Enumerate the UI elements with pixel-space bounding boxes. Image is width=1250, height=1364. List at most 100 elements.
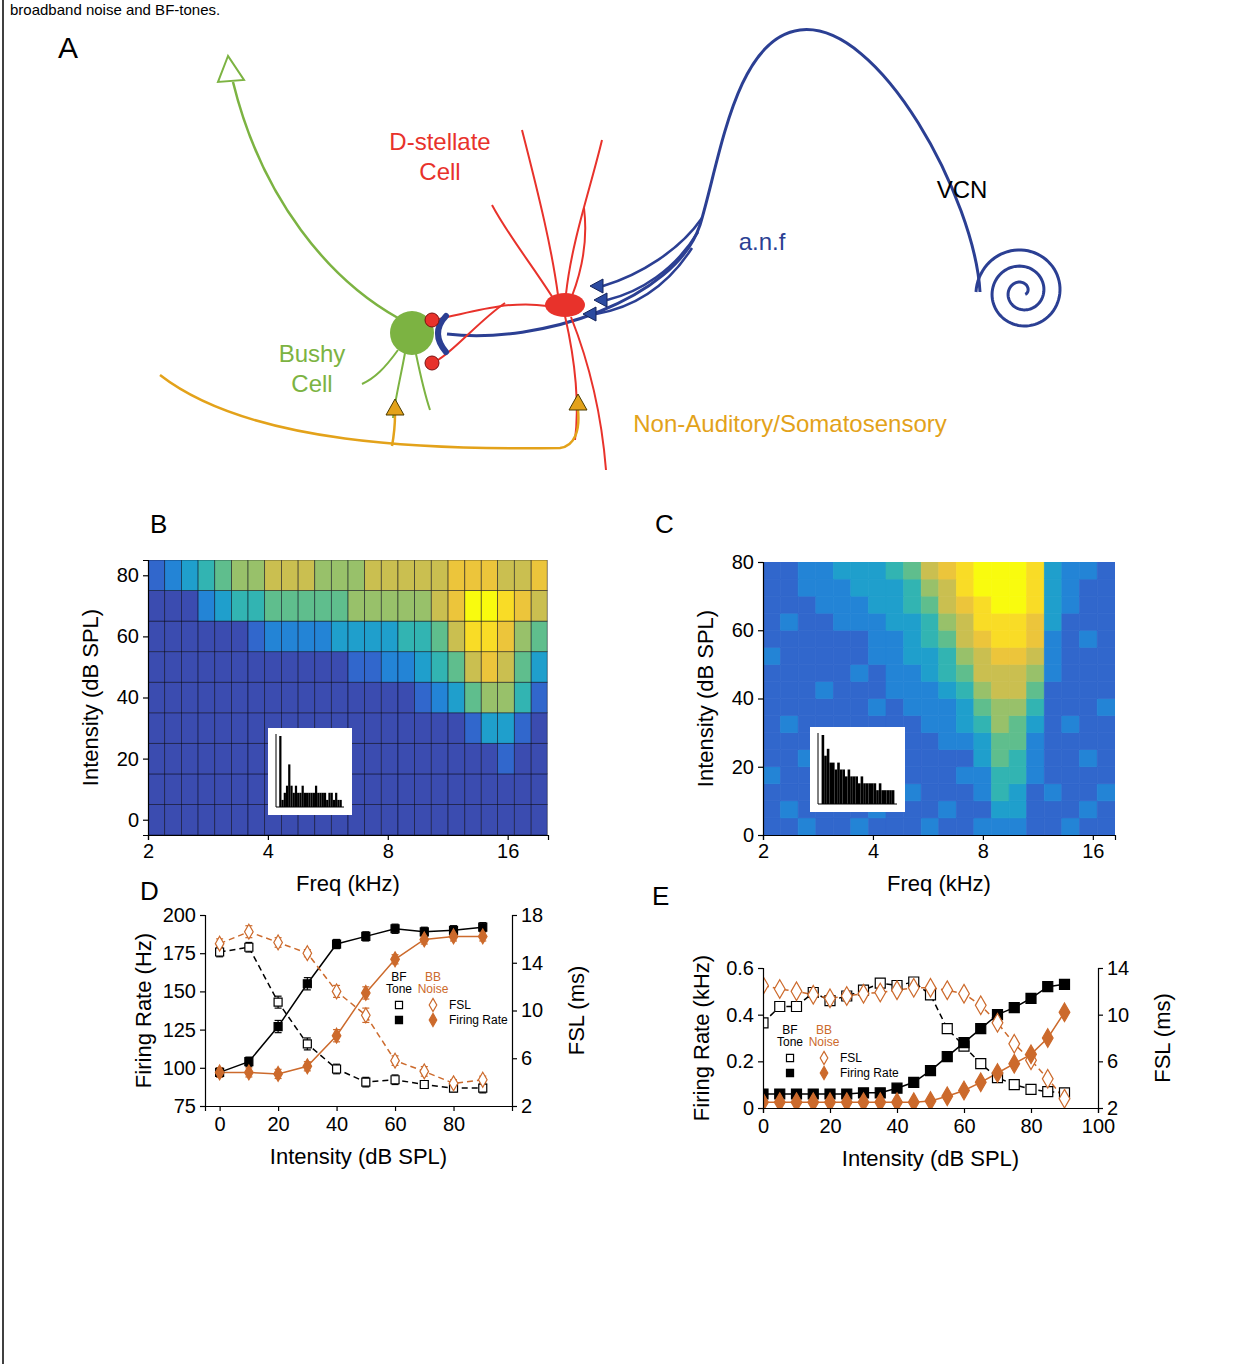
cell <box>398 743 415 774</box>
psth-bar <box>299 793 301 807</box>
y2-axis-title: FSL (ms) <box>564 966 589 1056</box>
cell <box>921 562 939 579</box>
marker <box>959 984 970 1003</box>
tick-label: 18 <box>521 904 543 926</box>
cell <box>798 647 816 664</box>
marker <box>362 932 370 940</box>
cell <box>1044 801 1062 818</box>
legend-header: BFTone <box>777 1023 803 1049</box>
psth-bar <box>879 783 882 804</box>
cell <box>215 804 232 835</box>
marker <box>449 1076 458 1091</box>
cell <box>181 713 198 744</box>
error-bar-cap <box>304 1037 311 1038</box>
marker <box>1009 1035 1020 1054</box>
legend-symbol <box>395 1001 402 1008</box>
cell <box>215 621 232 652</box>
cell <box>939 613 957 630</box>
psth-bar <box>855 776 858 804</box>
psth-bar <box>293 793 295 807</box>
tick-label: 0.4 <box>726 1004 754 1026</box>
cell <box>415 591 432 622</box>
cell <box>1044 664 1062 681</box>
cell <box>1079 801 1097 818</box>
tick-label: 40 <box>886 1115 908 1137</box>
tick-mark <box>336 1106 337 1111</box>
cell <box>415 621 432 652</box>
cell <box>939 699 957 716</box>
series-line <box>220 927 483 1072</box>
marker <box>274 1066 283 1081</box>
error-bar-cap <box>275 1032 282 1033</box>
error-bar <box>304 978 311 990</box>
cell <box>348 682 365 713</box>
cell <box>331 591 348 622</box>
cell <box>780 818 798 835</box>
marker <box>391 1053 400 1068</box>
cell <box>886 579 904 596</box>
cell <box>1009 767 1027 784</box>
marker <box>274 998 282 1006</box>
cell <box>868 699 886 716</box>
cell <box>331 621 348 652</box>
tick: 4 <box>263 835 274 862</box>
cell <box>265 591 282 622</box>
tick-label: 14 <box>1107 957 1129 979</box>
tick-label: 4 <box>868 840 879 862</box>
cell <box>365 743 382 774</box>
cell <box>265 621 282 652</box>
tick: 40 <box>732 687 763 709</box>
tick-mark <box>278 1106 279 1111</box>
cell <box>974 801 992 818</box>
cell <box>956 733 974 750</box>
psth-inset <box>810 727 905 812</box>
cell <box>1079 579 1097 596</box>
cell <box>181 560 198 591</box>
cell <box>514 591 531 622</box>
tick-label: 40 <box>326 1113 348 1135</box>
tick: 100 <box>163 1057 205 1079</box>
cell <box>1062 716 1080 733</box>
cell <box>956 699 974 716</box>
cell <box>531 621 547 652</box>
cell <box>1097 562 1115 579</box>
tick-label: 14 <box>521 952 543 974</box>
cell <box>780 801 798 818</box>
cell <box>939 562 957 579</box>
marker <box>420 1081 428 1089</box>
cell <box>1009 664 1027 681</box>
axis: 020406080100 <box>758 1108 1115 1137</box>
cell <box>148 652 164 683</box>
cell <box>904 664 922 681</box>
cell <box>1009 716 1027 733</box>
cell <box>833 681 851 698</box>
cell <box>956 716 974 733</box>
cell <box>514 713 531 744</box>
cell <box>1009 750 1027 767</box>
axis: 00.20.40.6 <box>726 957 763 1119</box>
cell <box>1062 647 1080 664</box>
cell <box>798 818 816 835</box>
legend-header: BBNoise <box>809 1023 840 1049</box>
tick-label: 16 <box>1082 840 1104 862</box>
tick: 75 <box>174 1095 205 1117</box>
tick-mark <box>897 1108 898 1113</box>
cochlea-spiral <box>976 250 1060 326</box>
psth-bar <box>822 735 825 804</box>
psth-bar <box>286 786 288 807</box>
axon <box>233 82 398 318</box>
cell <box>992 630 1010 647</box>
cell <box>939 664 957 681</box>
cell <box>851 818 869 835</box>
psth-bar <box>302 786 304 807</box>
cell <box>1079 647 1097 664</box>
y-axis-title: Firing Rate (Hz) <box>131 933 156 1088</box>
psth-bar <box>333 800 335 807</box>
synapse <box>594 293 607 307</box>
cell <box>816 699 833 716</box>
cell <box>816 596 833 613</box>
cell <box>531 743 547 774</box>
cell <box>904 681 922 698</box>
cell <box>215 774 232 805</box>
tick: 14 <box>1098 957 1129 979</box>
